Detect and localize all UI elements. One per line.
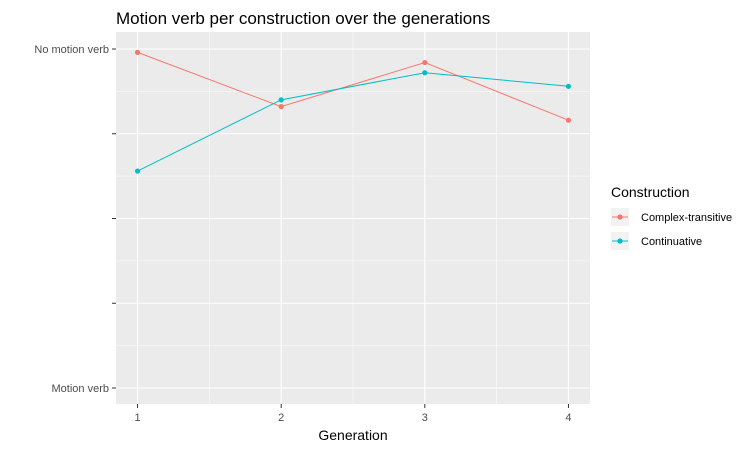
series-line [137,72,569,172]
legend-key-point [617,238,623,244]
x-tick-label: 4 [565,412,571,424]
legend-item: Complex-transitive [611,208,732,226]
data-point [422,59,428,66]
x-axis-title: Generation [318,427,387,443]
y-tick-label: Motion verb [52,383,109,395]
x-tick-label: 3 [422,412,428,424]
data-point [134,168,141,174]
data-point [278,104,284,110]
legend-label: Complex-transitive [641,212,732,224]
y-axis-tick-labels: Motion verb No motion verb [34,44,109,395]
x-axis-tick-labels: 1 2 3 4 [134,412,571,424]
legend-key-point [617,214,623,220]
major-gridlines [116,32,590,404]
data-point [422,70,428,76]
legend-item: Continuative [611,232,702,250]
x-tick-label: 2 [278,412,284,424]
chart-title: Motion verb per construction over the ge… [116,9,490,28]
data-point [565,83,572,89]
axis-ticks [112,48,569,408]
data-point [278,97,284,103]
series-layer [134,49,572,174]
legend: Construction Complex-transitive Continuat… [611,184,732,250]
data-point [134,49,141,55]
series-line [137,51,569,121]
legend-title: Construction [611,184,690,200]
data-point [565,117,572,123]
legend-label: Continuative [641,236,702,248]
x-tick-label: 1 [134,412,140,424]
y-tick-label: No motion verb [34,44,109,56]
